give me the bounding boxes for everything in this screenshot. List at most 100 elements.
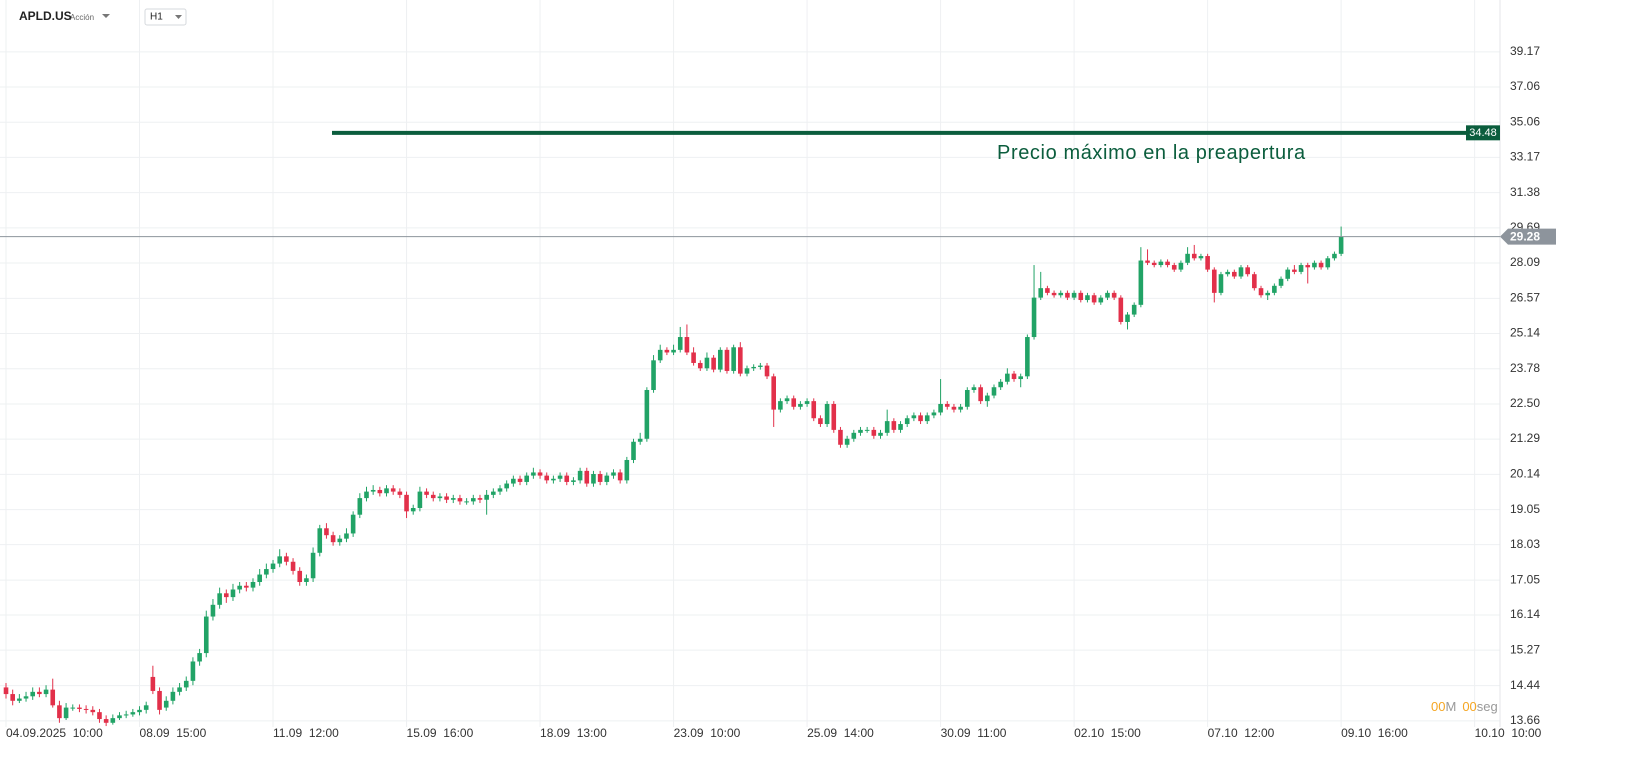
candle-body: [1211, 269, 1217, 293]
candle-body: [724, 349, 730, 371]
candle-body: [404, 494, 409, 512]
timeframe-dropdown[interactable]: [175, 15, 182, 19]
candle-body: [337, 538, 343, 543]
candle-body: [397, 491, 403, 495]
y-tick-label: 39.17: [1510, 44, 1540, 58]
candle-body: [931, 412, 937, 416]
candle-body: [1085, 295, 1090, 301]
candle-body: [37, 691, 42, 695]
symbol-dropdown[interactable]: [102, 14, 110, 18]
candle-body: [691, 352, 696, 363]
candle-body: [30, 691, 36, 697]
current-price-label: 29.28: [1510, 229, 1540, 243]
candle-body: [711, 357, 716, 370]
candle-body: [1051, 292, 1057, 296]
candle-body: [103, 719, 109, 723]
candle-body: [1312, 262, 1317, 268]
candle-body: [1178, 262, 1184, 270]
candle-body: [677, 337, 683, 350]
instrument-type: Acción: [70, 13, 94, 22]
candle-body: [1325, 258, 1331, 268]
candle-body: [831, 403, 837, 430]
candle-body: [97, 712, 102, 720]
candle-body: [631, 441, 636, 460]
candle-body: [697, 362, 703, 369]
candle-body: [203, 616, 209, 654]
candle-body: [798, 403, 803, 407]
candle-body: [1125, 314, 1130, 322]
candle-body: [824, 403, 830, 425]
y-tick-label: 31.38: [1510, 185, 1540, 199]
candle-body: [657, 349, 663, 361]
x-tick-label: 30.09 11:00: [941, 726, 1007, 740]
candle-body: [991, 387, 997, 396]
candle-body: [918, 415, 923, 422]
candle-body: [217, 593, 222, 605]
candle-body: [551, 478, 556, 481]
candle-body: [357, 498, 363, 515]
candle-body: [1025, 337, 1030, 377]
x-tick-label: 02.10 15:00: [1074, 726, 1141, 740]
candle-body: [264, 569, 269, 575]
candle-body: [1005, 373, 1010, 382]
candle-body: [637, 438, 643, 442]
candle-body: [270, 563, 276, 570]
level-annotation: Precio máximo en la preapertura: [997, 142, 1306, 164]
current-price-tag: [1500, 228, 1556, 245]
candle-body: [838, 429, 843, 445]
x-tick-label: 18.09 13:00: [540, 726, 607, 740]
symbol[interactable]: APLD.US: [19, 9, 72, 23]
candle-body: [864, 429, 870, 431]
candle-body: [938, 403, 943, 413]
candle-body: [1272, 285, 1277, 293]
timeframe[interactable]: H1: [150, 12, 163, 23]
candle-body: [985, 395, 990, 402]
candle-body: [557, 475, 563, 479]
candle-body: [904, 418, 910, 425]
candle-body: [791, 398, 797, 407]
candle-body: [624, 459, 630, 481]
y-tick-label: 35.06: [1510, 114, 1540, 128]
y-tick-label: 21.29: [1510, 431, 1540, 445]
candle-body: [617, 472, 623, 481]
candle-body: [430, 494, 436, 499]
y-tick-label: 26.57: [1510, 291, 1540, 305]
candle-body: [177, 687, 182, 692]
candle-body: [210, 604, 216, 617]
candle-body: [778, 401, 783, 410]
candle-body: [1111, 292, 1117, 298]
candle-body: [644, 389, 650, 439]
candle-body: [424, 491, 429, 495]
candle-body: [964, 389, 970, 407]
candle-body: [664, 349, 670, 353]
candle-body: [43, 689, 49, 695]
candle-body: [450, 498, 456, 500]
candle-body: [457, 498, 463, 502]
candle-body: [370, 489, 376, 492]
level-tag-label: 34.48: [1469, 127, 1497, 139]
candle-body: [1145, 260, 1150, 263]
timeframe-box[interactable]: [144, 8, 187, 26]
candle-body: [531, 472, 536, 476]
candle-body: [70, 707, 76, 709]
candle-body: [1158, 261, 1164, 266]
plot: [3, 226, 1344, 727]
candle-body: [597, 474, 603, 482]
candle-body: [1018, 376, 1023, 380]
candle-body: [871, 429, 877, 436]
x-tick-label: 15.09 16:00: [407, 726, 474, 740]
candle-body: [1285, 269, 1291, 279]
candle-body: [484, 494, 489, 500]
candle-body: [464, 501, 469, 503]
candle-body: [511, 478, 516, 484]
y-tick-label: 16.14: [1510, 607, 1540, 621]
candle-body: [844, 438, 850, 445]
candle-body: [190, 661, 196, 681]
candle-body: [350, 514, 356, 534]
y-tick-label: 15.27: [1510, 642, 1540, 656]
y-tick-label: 18.03: [1510, 537, 1540, 551]
candle-body: [324, 528, 329, 536]
candle-body: [1238, 267, 1244, 277]
overlays: 34.48 Precio máximo en la preapertura 29.2…: [0, 125, 1556, 245]
